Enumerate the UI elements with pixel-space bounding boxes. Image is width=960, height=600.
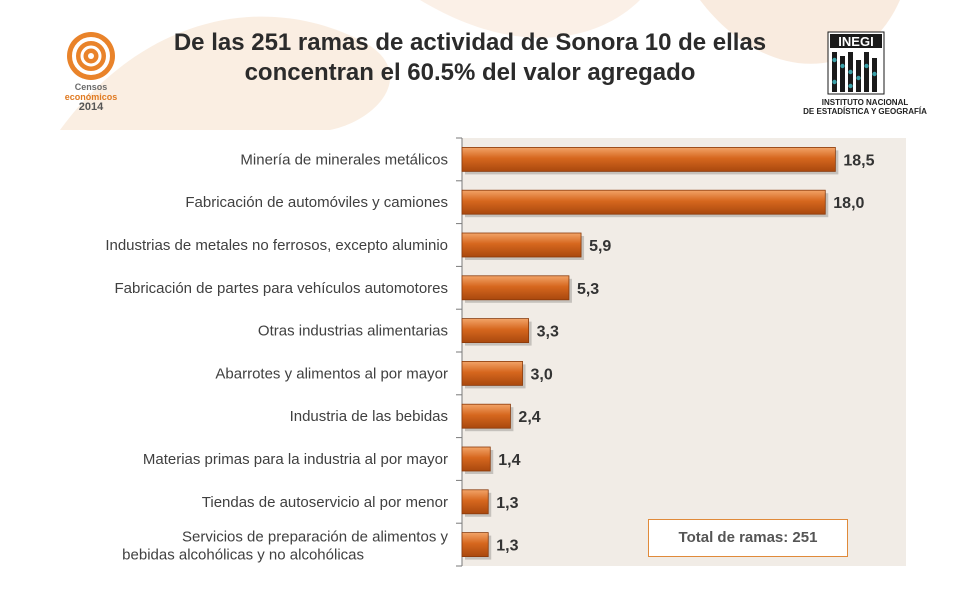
inegi-brand-text: INEGI <box>838 34 873 49</box>
inegi-caption-line-2: DE ESTADÍSTICA Y GEOGRAFÍA <box>803 107 927 116</box>
bar-5 <box>461 360 523 386</box>
category-label-3: Fabricación de partes para vehículos aut… <box>114 280 448 297</box>
logo-text-economicos: económicos <box>64 92 118 102</box>
value-label-4: 3,3 <box>537 324 559 341</box>
bar-0 <box>461 146 836 172</box>
bar-2 <box>461 232 582 258</box>
value-label-2: 5,9 <box>589 238 611 255</box>
category-label-8: Tiendas de autoservicio al por menor <box>202 494 448 511</box>
censos-economicos-logo: Censos económicos 2014 <box>52 30 130 122</box>
value-label-7: 1,4 <box>498 452 520 469</box>
bar-6 <box>461 403 511 429</box>
inegi-logo: INEGI INSTITUTO NACIONAL DE ESTADÍSTICA … <box>790 30 940 122</box>
page-title: De las 251 ramas de actividad de Sonora … <box>120 28 820 88</box>
bar-7 <box>461 446 491 472</box>
category-label-5: Abarrotes y alimentos al por mayor <box>215 365 448 382</box>
total-ramas-box: Total de ramas: 251 <box>648 519 848 557</box>
bar-3 <box>461 275 570 301</box>
category-label-4: Otras industrias alimentarias <box>258 323 448 340</box>
category-label-2: Industrias de metales no ferrosos, excep… <box>105 237 448 254</box>
category-label-1: Fabricación de automóviles y camiones <box>185 194 448 211</box>
inegi-caption-line-1: INSTITUTO NACIONAL <box>821 98 909 107</box>
title-line-2: concentran el 60.5% del valor agregado <box>244 59 696 86</box>
category-label-6: Industria de las bebidas <box>290 408 448 425</box>
bar-8 <box>461 489 489 515</box>
value-label-8: 1,3 <box>496 495 518 512</box>
value-label-3: 5,3 <box>577 281 599 298</box>
category-label-0: Minería de minerales metálicos <box>240 151 448 168</box>
category-label-7: Materias primas para la industria al por… <box>143 451 448 468</box>
value-label-0: 18,5 <box>843 152 874 169</box>
bar-1 <box>461 189 826 215</box>
title-line-1: De las 251 ramas de actividad de Sonora … <box>173 29 767 56</box>
bar-9 <box>461 532 489 557</box>
bar-4 <box>461 318 529 344</box>
logo-text-year: 2014 <box>78 101 104 113</box>
value-label-6: 2,4 <box>518 409 540 426</box>
value-label-9: 1,3 <box>496 538 518 555</box>
value-label-1: 18,0 <box>833 195 864 212</box>
logo-text-censos: Censos <box>74 82 108 92</box>
value-label-5: 3,0 <box>531 366 553 383</box>
